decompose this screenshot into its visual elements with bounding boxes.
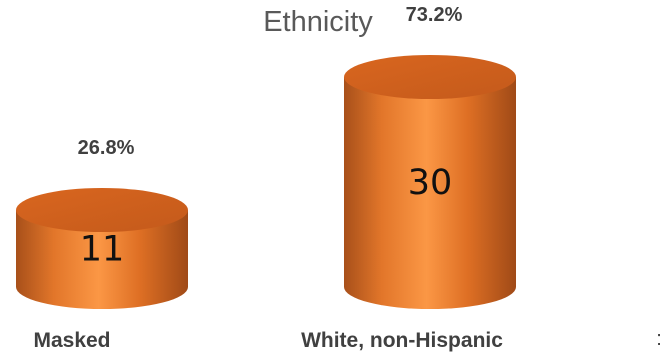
percent-label-1: 73.2%: [406, 4, 463, 26]
percent-label-0: 26.8%: [78, 137, 135, 159]
bar-top-cap-0: [16, 188, 188, 232]
data-label-0: 11: [80, 230, 125, 270]
category-label-1: White, non-Hispanic: [301, 329, 503, 352]
data-label-1: 30: [408, 163, 453, 203]
category-label-0: Masked: [33, 329, 110, 352]
bar-body-0: [16, 210, 188, 309]
bar-0: 11 26.8% Masked: [16, 137, 188, 352]
chart-title: Ethnicity: [263, 6, 373, 38]
bar-top-cap-1: [344, 55, 516, 99]
bar-1: 30 73.2% White, non-Hispanic: [301, 4, 516, 352]
bar-body-1: [344, 77, 516, 309]
edge-glyph: :: [656, 328, 662, 350]
bars-layer: 11 26.8% Masked 30 73.2% White, non-Hispanic: [16, 4, 516, 352]
